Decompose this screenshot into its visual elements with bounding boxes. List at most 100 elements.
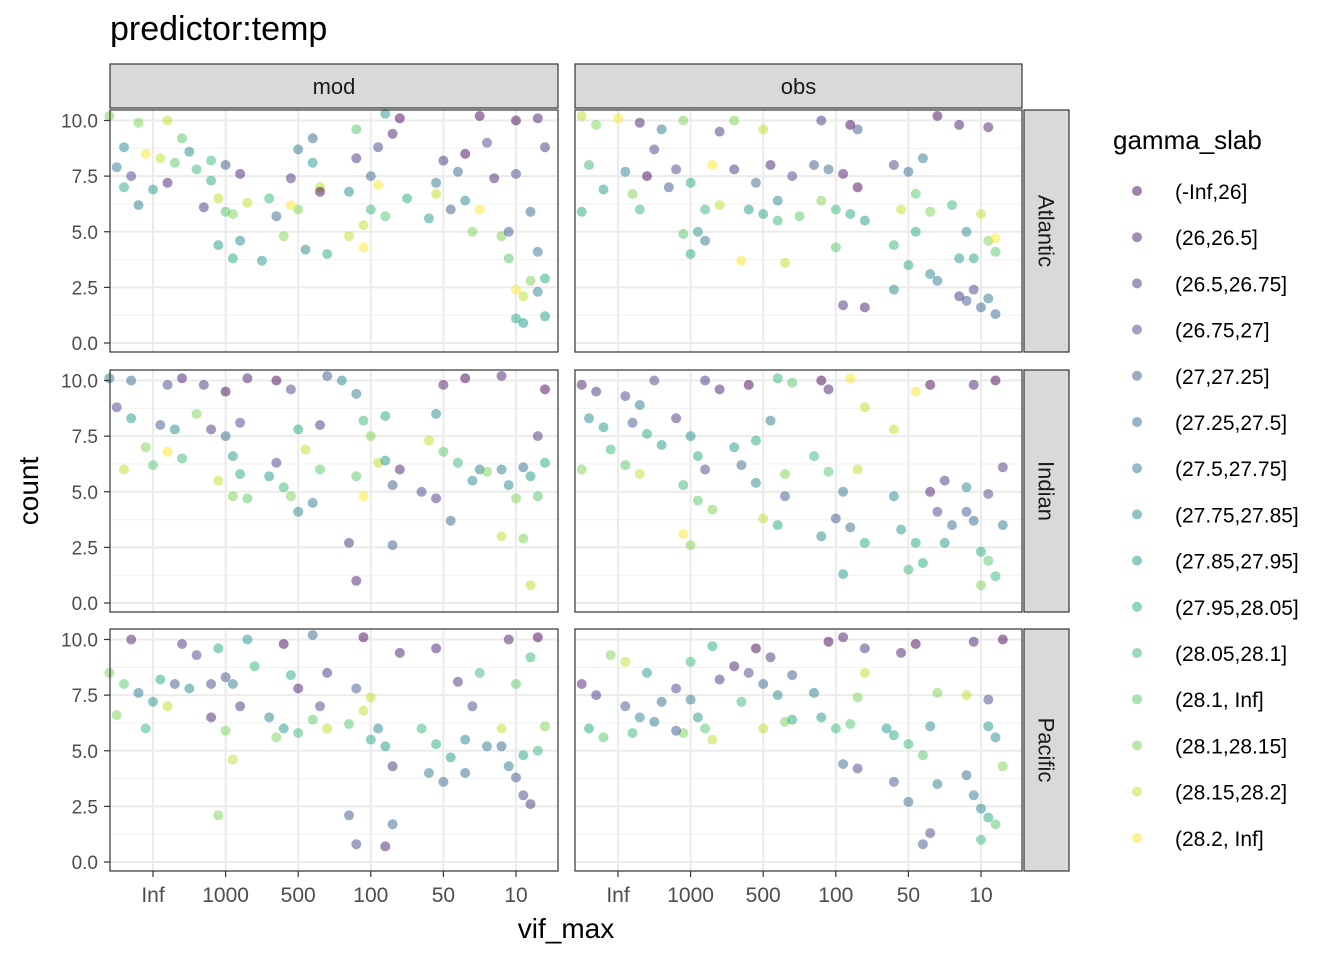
- data-point: [917, 750, 928, 761]
- data-point: [627, 188, 638, 199]
- data-point: [380, 411, 391, 422]
- data-point: [315, 420, 325, 430]
- y-tick-label: 10.0: [61, 112, 98, 133]
- data-point: [336, 375, 347, 386]
- data-point: [809, 160, 819, 170]
- data-point: [358, 242, 369, 253]
- data-point: [452, 676, 463, 687]
- data-point: [285, 200, 296, 211]
- y-axis-title: count: [13, 457, 44, 526]
- data-point: [351, 471, 362, 482]
- data-point: [474, 111, 485, 121]
- data-point: [714, 126, 725, 137]
- data-point: [344, 537, 354, 548]
- data-point: [576, 379, 587, 390]
- facet-strip-atlantic: [1023, 109, 1070, 353]
- legend-key: [1132, 186, 1142, 196]
- data-point: [220, 160, 231, 170]
- x-tick-label: 50: [432, 884, 455, 907]
- data-point: [235, 168, 246, 179]
- data-point: [285, 173, 296, 184]
- data-point: [983, 721, 994, 732]
- data-point: [322, 249, 333, 259]
- data-point: [925, 828, 936, 839]
- x-tick-label: 500: [746, 884, 781, 907]
- legend-key: [1132, 278, 1142, 289]
- data-point: [968, 379, 979, 390]
- legend-item: (27.25,27.5]: [1132, 412, 1287, 435]
- data-point: [736, 460, 747, 471]
- data-point: [358, 220, 369, 231]
- data-point: [954, 291, 965, 302]
- data-point: [910, 226, 921, 237]
- data-point: [678, 115, 689, 126]
- data-point: [750, 643, 761, 654]
- data-point: [394, 113, 405, 124]
- data-point: [678, 529, 689, 539]
- data-point: [155, 420, 166, 430]
- data-point: [206, 175, 217, 186]
- data-point: [772, 215, 783, 226]
- data-point: [700, 235, 711, 246]
- data-point: [351, 124, 362, 135]
- data-point: [532, 246, 543, 257]
- data-point: [220, 386, 231, 397]
- data-point: [656, 440, 667, 450]
- data-point: [859, 537, 870, 548]
- data-point: [482, 741, 492, 752]
- data-point: [678, 480, 689, 491]
- data-point: [307, 133, 318, 144]
- data-point: [642, 428, 652, 439]
- data-point: [649, 716, 660, 727]
- data-point: [852, 182, 863, 193]
- data-point: [191, 650, 202, 661]
- data-point: [148, 696, 158, 707]
- data-point: [997, 761, 1008, 772]
- data-point: [576, 464, 587, 475]
- data-point: [613, 113, 623, 124]
- data-point: [990, 233, 1001, 244]
- legend-item: (27.95,28.05]: [1132, 597, 1299, 620]
- data-point: [155, 153, 166, 164]
- data-point: [387, 540, 398, 551]
- data-point: [227, 679, 238, 689]
- data-point: [925, 206, 936, 217]
- data-point: [525, 799, 536, 810]
- data-point: [990, 819, 1001, 830]
- data-point: [591, 386, 602, 397]
- data-point: [518, 462, 529, 473]
- data-point: [765, 652, 776, 663]
- panel-mod-atlantic: [104, 108, 559, 353]
- data-point: [954, 119, 965, 130]
- data-point: [685, 694, 696, 705]
- data-point: [627, 417, 638, 428]
- x-tick-label: 10: [969, 884, 992, 907]
- data-point: [540, 384, 550, 395]
- data-point: [220, 725, 231, 736]
- data-point: [293, 683, 304, 694]
- data-point: [671, 683, 682, 694]
- y-tick-label: 5.0: [72, 742, 98, 763]
- data-point: [169, 679, 180, 689]
- data-point: [525, 275, 536, 286]
- data-point: [997, 634, 1008, 645]
- facet-strip-mod: [109, 63, 559, 109]
- data-point: [743, 379, 754, 390]
- x-tick-label: 100: [818, 884, 853, 907]
- data-point: [227, 451, 238, 462]
- data-point: [423, 435, 434, 446]
- y-tick-label: 0.0: [72, 334, 98, 355]
- data-point: [845, 719, 856, 729]
- data-point: [525, 206, 536, 217]
- data-point: [162, 177, 173, 188]
- data-point: [620, 460, 631, 471]
- data-point: [293, 204, 304, 215]
- data-point: [794, 211, 805, 222]
- data-point: [431, 177, 442, 188]
- data-point: [148, 184, 158, 195]
- data-point: [518, 318, 529, 328]
- data-point: [976, 546, 986, 557]
- data-point: [736, 255, 747, 266]
- data-point: [511, 168, 521, 179]
- data-point: [293, 728, 304, 738]
